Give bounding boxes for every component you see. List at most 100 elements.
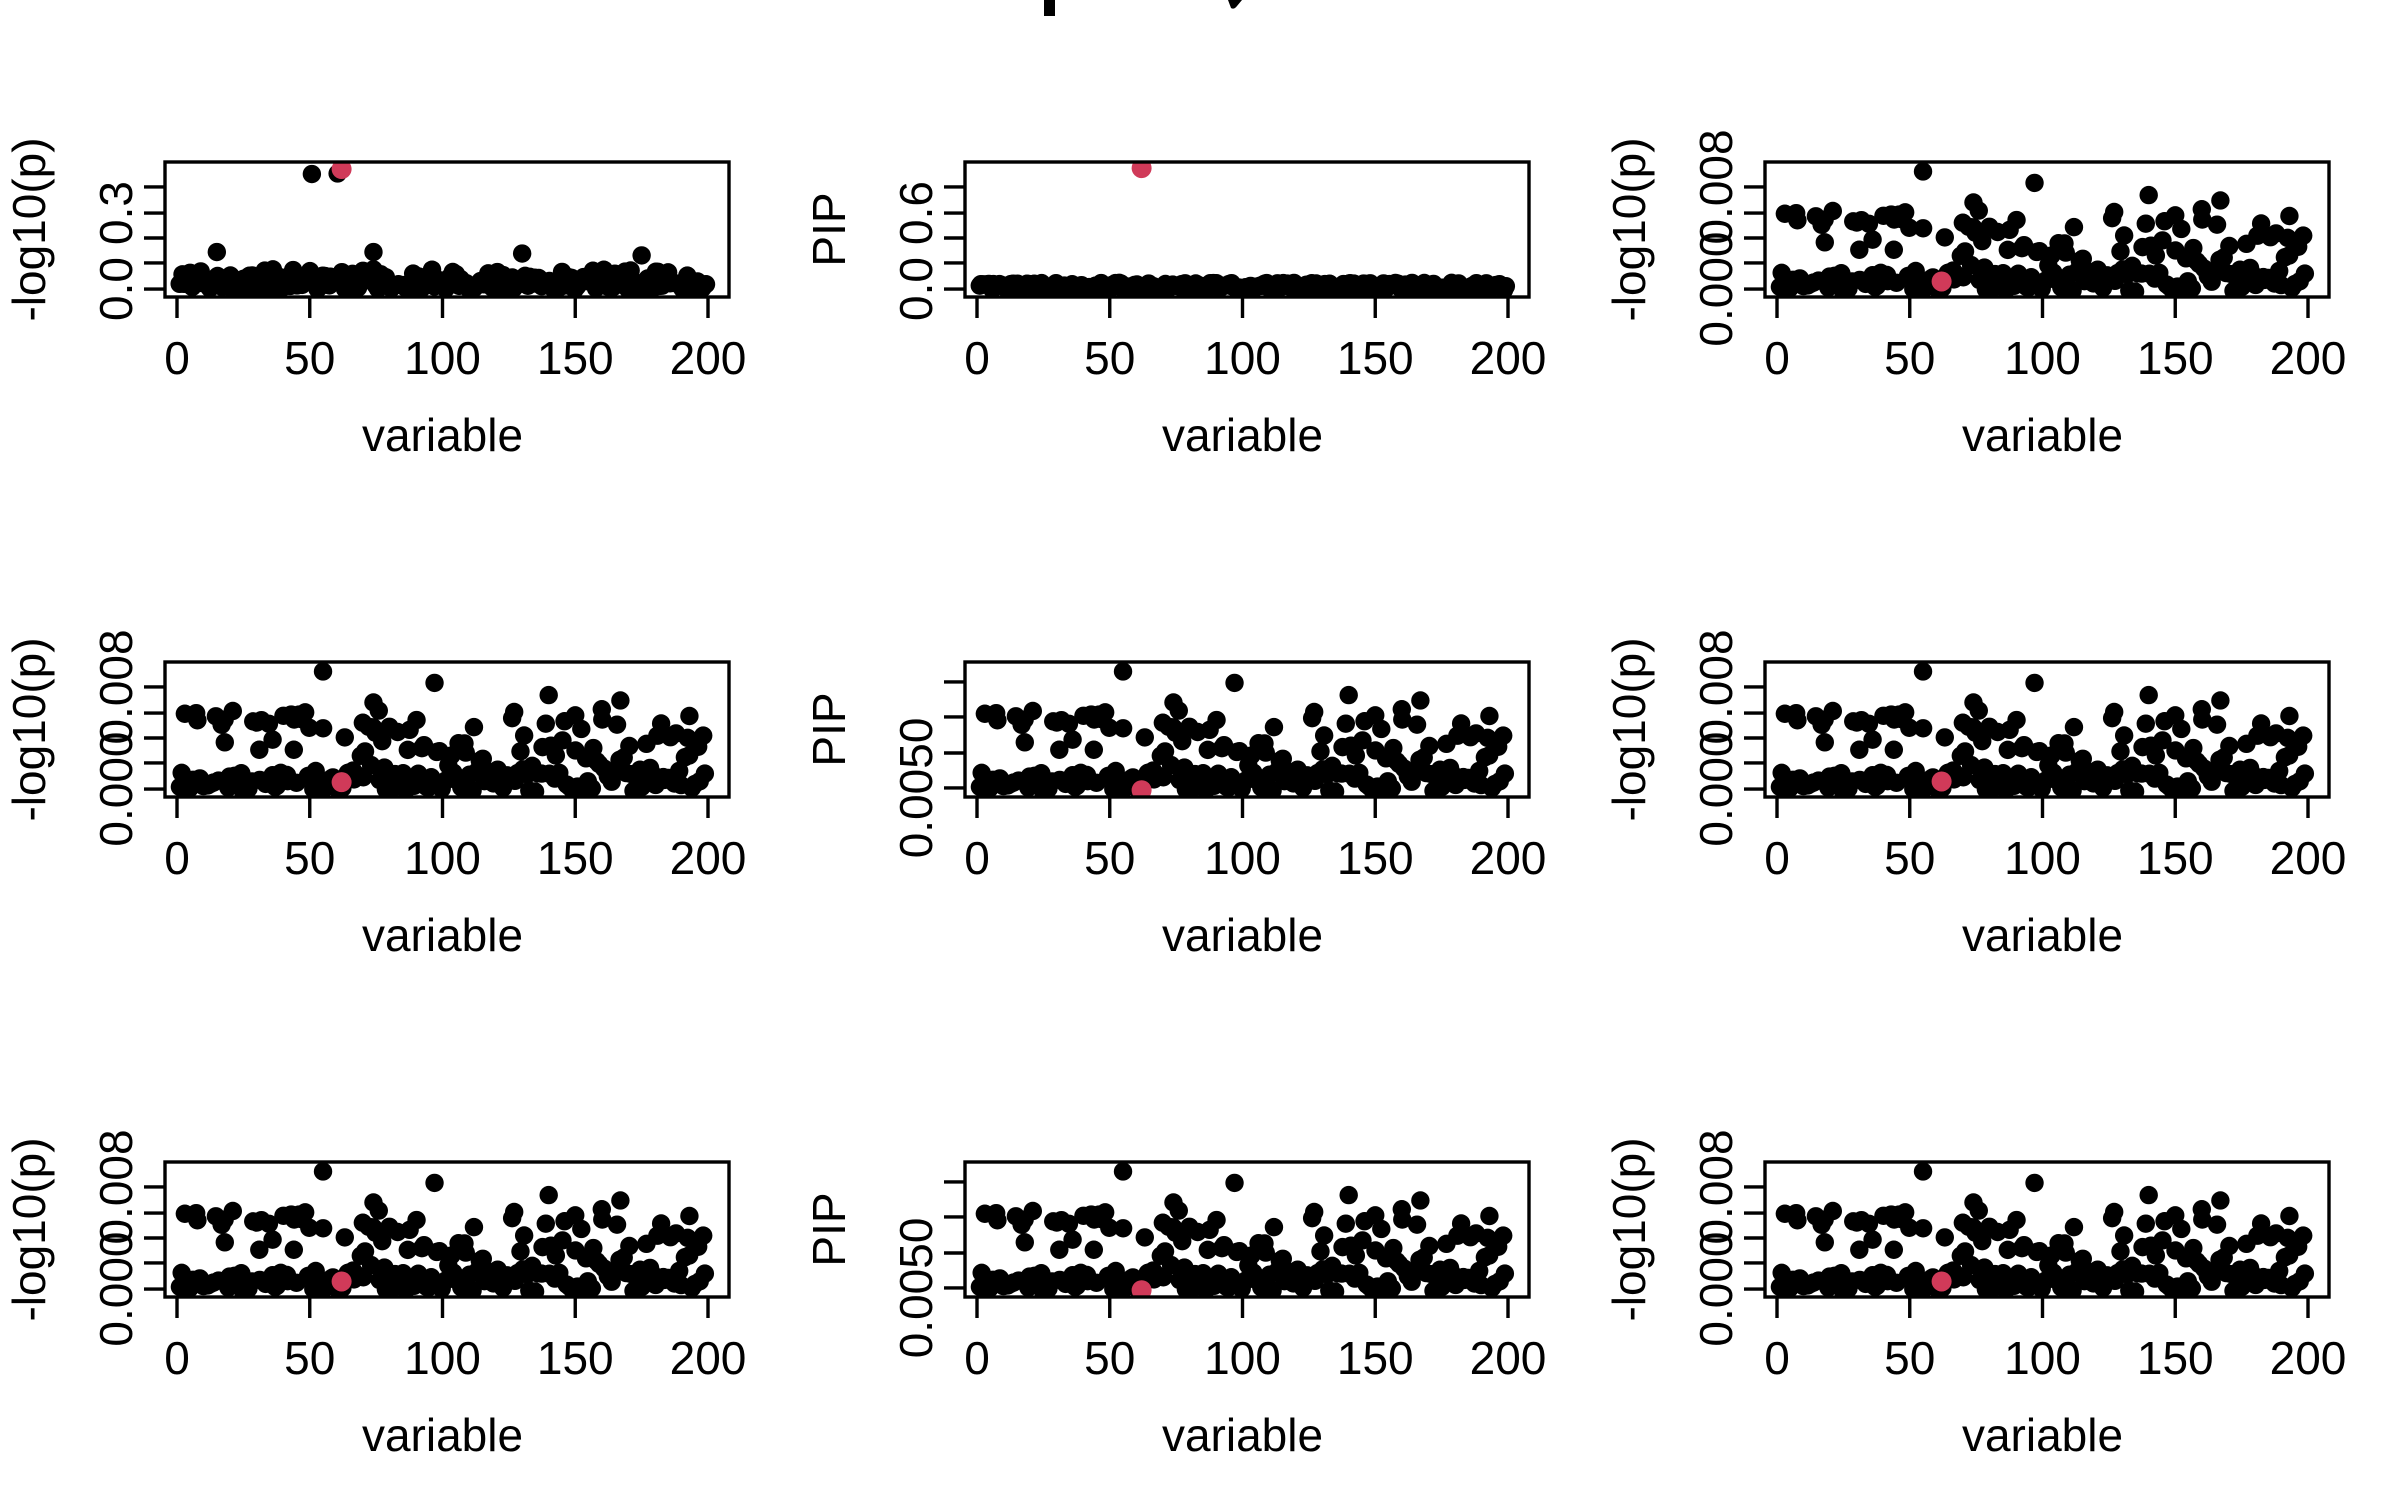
data-point bbox=[611, 1191, 630, 1210]
y-tick-label: 0.008 bbox=[90, 629, 142, 744]
plot-box bbox=[1763, 160, 2331, 299]
data-point bbox=[2025, 1173, 2044, 1193]
data-point bbox=[546, 1246, 566, 1265]
x-axis-title: variable bbox=[362, 409, 523, 461]
x-axis-title: variable bbox=[1162, 1409, 1323, 1461]
data-point bbox=[536, 714, 555, 733]
data-point bbox=[1264, 1217, 1284, 1237]
data-points bbox=[170, 662, 715, 797]
data-point bbox=[1969, 201, 1988, 220]
data-point bbox=[1913, 219, 1933, 238]
x-tick-label: 150 bbox=[1337, 332, 1414, 384]
data-point bbox=[1980, 217, 1999, 236]
data-point bbox=[1264, 717, 1284, 737]
data-point bbox=[2125, 282, 2145, 297]
data-point bbox=[1256, 1243, 1275, 1262]
data-point bbox=[1969, 701, 1988, 720]
plot-box bbox=[1763, 1160, 2331, 1299]
data-point bbox=[1980, 717, 1999, 736]
data-point bbox=[1193, 764, 1213, 783]
data-point bbox=[2294, 726, 2313, 745]
data-point bbox=[250, 1240, 269, 1259]
plot-box bbox=[1763, 660, 2331, 799]
data-point bbox=[1198, 1240, 1218, 1260]
data-point bbox=[407, 710, 426, 730]
data-point bbox=[1859, 214, 1879, 233]
x-tick-label: 0 bbox=[1764, 1332, 1790, 1384]
data-point bbox=[1311, 1242, 1330, 1261]
data-point bbox=[335, 728, 354, 747]
data-point bbox=[1494, 1226, 1513, 1245]
data-point bbox=[2111, 742, 2130, 761]
data-point bbox=[1850, 740, 1869, 759]
data-point bbox=[2025, 673, 2044, 693]
plot-box bbox=[963, 660, 1531, 799]
x-tick-label: 100 bbox=[2004, 832, 2081, 884]
x-tick-label: 0 bbox=[164, 332, 190, 384]
y-tick-label: 0.008 bbox=[1690, 129, 1742, 244]
data-point bbox=[2294, 1226, 2313, 1245]
data-point bbox=[2104, 1202, 2124, 1222]
data-point bbox=[2220, 736, 2239, 756]
data-point bbox=[393, 1264, 413, 1283]
data-point bbox=[1063, 730, 1082, 749]
data-point bbox=[425, 1173, 444, 1193]
data-point bbox=[1480, 1206, 1499, 1226]
data-point bbox=[1859, 1214, 1879, 1233]
data-point bbox=[295, 703, 315, 722]
data-point bbox=[1788, 211, 1807, 230]
data-point bbox=[1207, 1210, 1226, 1230]
data-point bbox=[1314, 726, 1334, 745]
data-point bbox=[2294, 226, 2313, 245]
data-point bbox=[988, 1211, 1007, 1230]
data-points bbox=[1770, 1162, 2315, 1297]
data-point bbox=[393, 764, 413, 783]
data-point bbox=[1193, 1264, 1213, 1283]
data-point bbox=[1336, 714, 1355, 733]
data-point bbox=[1998, 1240, 2018, 1260]
data-point bbox=[1113, 1162, 1133, 1181]
x-tick-label: 0 bbox=[964, 332, 990, 384]
data-point bbox=[2220, 1236, 2239, 1256]
data-point bbox=[1106, 1261, 1125, 1281]
data-point bbox=[1895, 703, 1915, 722]
data-points bbox=[1770, 162, 2315, 297]
data-point bbox=[1173, 1231, 1192, 1251]
data-point bbox=[1953, 213, 1973, 232]
data-point bbox=[259, 714, 279, 733]
data-point bbox=[680, 706, 699, 726]
data-point bbox=[1859, 714, 1879, 733]
data-point bbox=[1495, 1264, 1515, 1283]
data-point bbox=[1863, 730, 1882, 749]
data-point bbox=[2139, 685, 2158, 705]
data-point bbox=[1998, 240, 2018, 260]
data-point bbox=[223, 1201, 243, 1221]
data-point bbox=[2207, 1215, 2227, 1234]
data-point bbox=[284, 740, 304, 759]
cropped-title bbox=[1044, 0, 1242, 16]
data-point bbox=[1913, 1219, 1933, 1238]
x-tick-label: 100 bbox=[2004, 1332, 2081, 1384]
data-point bbox=[1392, 1200, 1411, 1219]
x-axis-title: variable bbox=[1962, 909, 2123, 961]
data-point bbox=[1311, 742, 1330, 761]
data-point bbox=[1913, 1162, 1933, 1181]
data-point bbox=[1884, 740, 1904, 759]
data-point bbox=[1973, 231, 1992, 251]
data-point bbox=[2166, 206, 2185, 225]
data-point bbox=[651, 714, 671, 733]
data-point bbox=[1863, 1230, 1882, 1249]
data-point bbox=[2207, 215, 2227, 234]
data-point bbox=[592, 1200, 611, 1219]
data-point bbox=[1336, 1214, 1355, 1233]
x-axis-title: variable bbox=[1162, 409, 1323, 461]
data-point bbox=[1495, 764, 1515, 783]
data-point bbox=[620, 736, 639, 756]
x-tick-label: 200 bbox=[1470, 1332, 1547, 1384]
data-point bbox=[1420, 1236, 1439, 1256]
data-point bbox=[1084, 740, 1104, 759]
data-point bbox=[1420, 736, 1439, 756]
data-point bbox=[539, 1185, 558, 1205]
data-point bbox=[215, 1233, 234, 1252]
